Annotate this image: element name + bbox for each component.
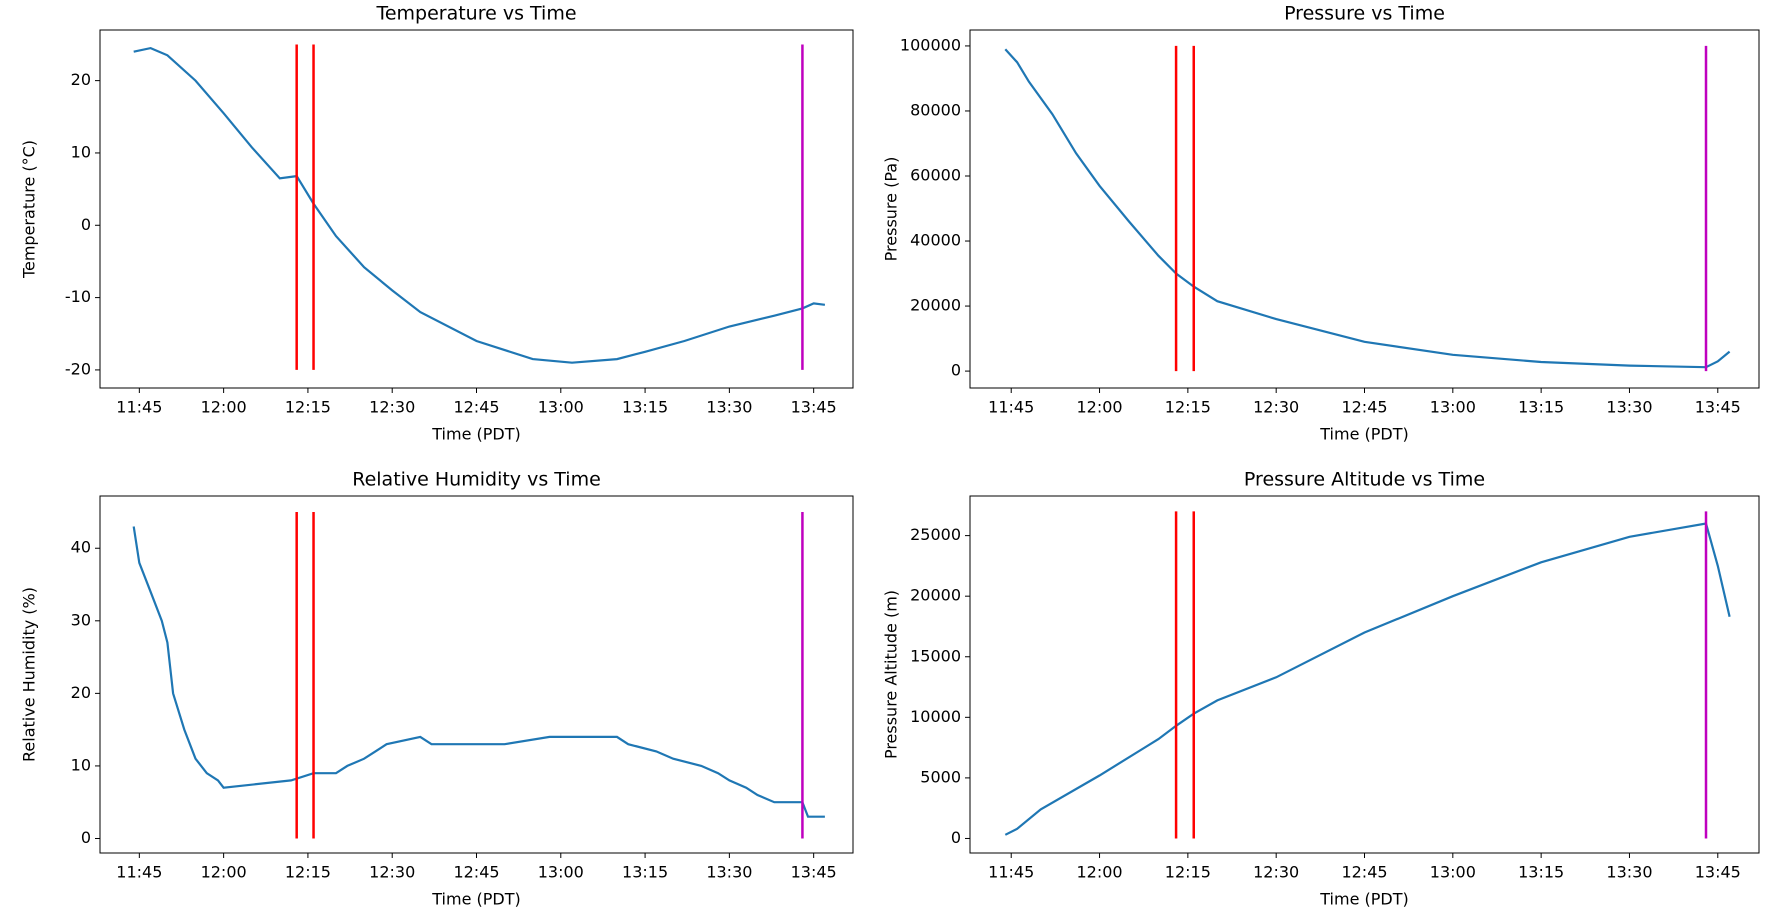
- x-tick-label: 13:15: [622, 398, 668, 417]
- y-tick-label: 40000: [910, 231, 961, 250]
- x-axis-label: Time (PDT): [1319, 890, 1408, 909]
- x-axis-label: Time (PDT): [431, 425, 520, 444]
- x-tick-label: 12:00: [201, 863, 247, 882]
- x-tick-label: 12:30: [369, 398, 415, 417]
- x-tick-label: 12:15: [1165, 863, 1211, 882]
- x-tick-label: 12:15: [285, 863, 331, 882]
- x-tick-label: 11:45: [988, 863, 1034, 882]
- y-tick-label: 10000: [910, 707, 961, 726]
- y-tick-label: 0: [81, 828, 91, 847]
- y-tick-label: 30: [71, 610, 91, 629]
- x-axis-label: Time (PDT): [1319, 425, 1408, 444]
- y-tick-label: 0: [81, 215, 91, 234]
- chart-title: Relative Humidity vs Time: [352, 469, 601, 491]
- x-tick-label: 12:30: [1253, 398, 1299, 417]
- y-tick-label: 20: [71, 683, 91, 702]
- y-axis-label: Temperature (°C): [20, 140, 39, 279]
- x-tick-label: 13:15: [622, 863, 668, 882]
- x-tick-label: 13:30: [706, 863, 752, 882]
- data-line: [1004, 522, 1731, 836]
- y-tick-label: 10: [71, 142, 91, 161]
- x-tick-label: 12:00: [201, 398, 247, 417]
- chart-title: Pressure vs Time: [1284, 3, 1445, 25]
- chart-title: Temperature vs Time: [375, 3, 576, 25]
- plot-frame: [969, 495, 1760, 854]
- y-tick-label: 60000: [910, 165, 961, 184]
- x-tick-label: 11:45: [116, 863, 162, 882]
- x-tick-label: 13:15: [1518, 863, 1564, 882]
- y-tick-label: 20000: [910, 296, 961, 315]
- plot-frame: [969, 29, 1760, 389]
- plot-frame: [99, 29, 854, 389]
- y-tick-label: 15000: [910, 646, 961, 665]
- x-tick-label: 12:00: [1076, 398, 1122, 417]
- x-tick-label: 11:45: [988, 398, 1034, 417]
- x-tick-label: 13:45: [1695, 863, 1741, 882]
- x-tick-label: 13:15: [1518, 398, 1564, 417]
- y-tick-label: 80000: [910, 100, 961, 119]
- data-line: [133, 46, 826, 364]
- x-tick-label: 13:00: [538, 398, 584, 417]
- x-tick-label: 12:45: [453, 398, 499, 417]
- x-tick-label: 13:30: [706, 398, 752, 417]
- x-tick-label: 12:30: [1253, 863, 1299, 882]
- chart-title: Pressure Altitude vs Time: [1244, 469, 1485, 491]
- x-tick-label: 12:00: [1076, 863, 1122, 882]
- x-tick-label: 12:45: [1341, 863, 1387, 882]
- x-tick-label: 13:30: [1606, 863, 1652, 882]
- y-tick-label: 100000: [900, 35, 961, 54]
- data-line: [132, 526, 825, 818]
- y-tick-label: -20: [65, 359, 91, 378]
- x-tick-label: 13:45: [791, 398, 837, 417]
- x-tick-label: 13:00: [1430, 863, 1476, 882]
- x-tick-label: 12:15: [1165, 398, 1211, 417]
- x-tick-label: 11:45: [116, 398, 162, 417]
- x-tick-label: 12:45: [1341, 398, 1387, 417]
- x-tick-label: 13:00: [1430, 398, 1476, 417]
- x-tick-label: 12:30: [369, 863, 415, 882]
- y-axis-label: Relative Humidity (%): [20, 587, 39, 762]
- x-tick-label: 13:45: [1695, 398, 1741, 417]
- y-tick-label: 5000: [920, 767, 961, 786]
- y-tick-label: 25000: [910, 525, 961, 544]
- x-tick-label: 13:45: [791, 863, 837, 882]
- y-tick-label: 0: [951, 361, 961, 380]
- y-tick-label: 20: [71, 70, 91, 89]
- y-axis-label: Pressure (Pa): [882, 157, 901, 262]
- x-tick-label: 13:00: [538, 863, 584, 882]
- y-tick-label: -10: [65, 287, 91, 306]
- x-axis-label: Time (PDT): [431, 890, 520, 909]
- data-line: [1004, 48, 1731, 369]
- x-tick-label: 12:15: [285, 398, 331, 417]
- y-tick-label: 20000: [910, 586, 961, 605]
- y-axis-label: Pressure Altitude (m): [882, 590, 901, 759]
- y-tick-label: 40: [71, 538, 91, 557]
- x-tick-label: 13:30: [1606, 398, 1652, 417]
- y-tick-label: 10: [71, 755, 91, 774]
- y-tick-label: 0: [951, 828, 961, 847]
- x-tick-label: 12:45: [453, 863, 499, 882]
- plot-frame: [99, 495, 854, 854]
